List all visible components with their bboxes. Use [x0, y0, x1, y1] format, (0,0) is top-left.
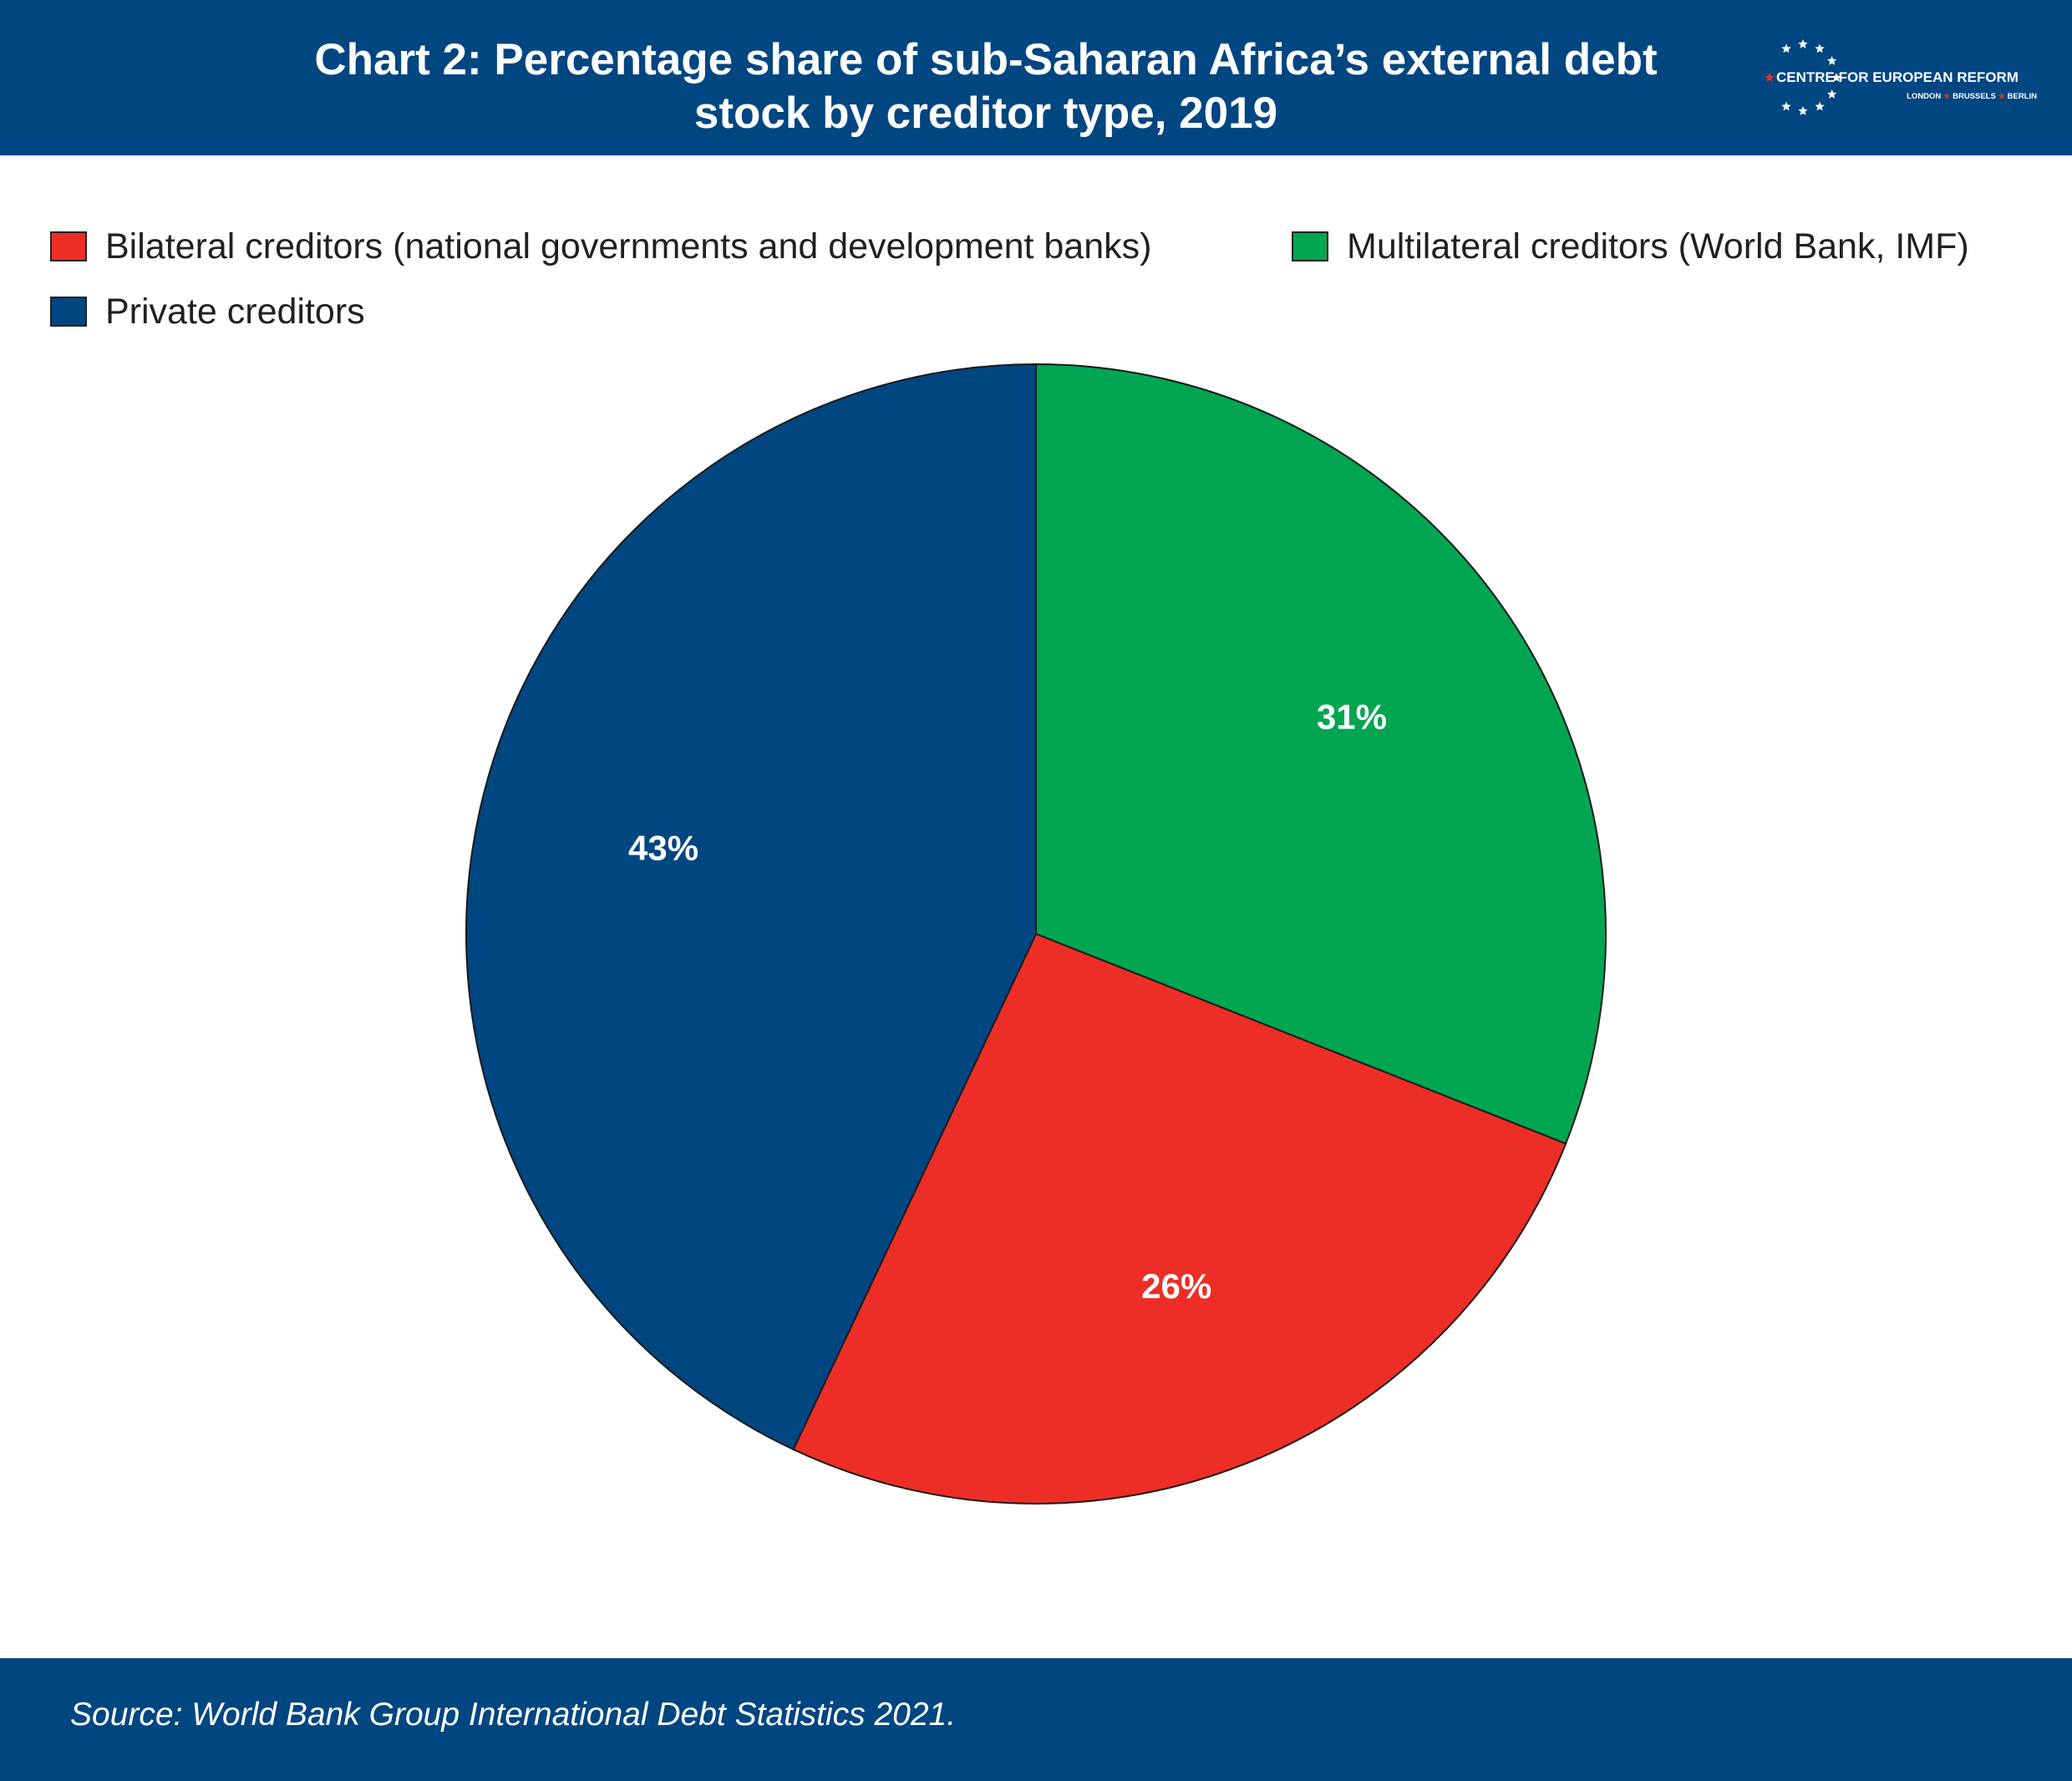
legend-swatch-private — [50, 297, 87, 327]
legend-label-private: Private creditors — [105, 291, 365, 332]
logo-star-icon — [1826, 56, 1837, 65]
legend-item-bilateral: Bilateral creditors (national government… — [50, 226, 1151, 267]
pie-label-2: 43% — [628, 828, 698, 867]
logo-star-icon — [1815, 101, 1825, 111]
footer-banner: Source: World Bank Group International D… — [0, 1658, 2072, 1781]
logo-star-icon — [1781, 101, 1791, 111]
chart-title: Chart 2: Percentage share of sub-Saharan… — [276, 33, 1696, 140]
cer-logo: CENTRE FOR EUROPEAN REFORM LONDON ★ BRUSS… — [1765, 39, 2037, 115]
pie-slice-2 — [465, 363, 1037, 1451]
logo-star-icon — [1798, 39, 1808, 48]
pie-slice-1 — [792, 932, 1567, 1504]
pie-label-0: 31% — [1317, 697, 1387, 736]
logo-star-icon — [1781, 43, 1791, 53]
logo-name: CENTRE FOR EUROPEAN REFORM — [1776, 69, 2019, 85]
logo-star-icon — [1815, 43, 1825, 53]
chart-title-line-2: stock by creditor type, 2019 — [693, 89, 1278, 138]
pie-chart: 31% 26% 43% — [465, 363, 1607, 1504]
logo-cities: LONDON ★ BRUSSELS ★ BERLIN — [1907, 92, 2037, 101]
chart-title-line-1: Chart 2: Percentage share of sub-Saharan… — [314, 35, 1658, 84]
source-note: Source: World Bank Group International D… — [70, 1697, 957, 1733]
legend-swatch-multilateral — [1292, 231, 1328, 261]
logo-star-icon — [1831, 73, 1841, 82]
logo-star-icon — [1765, 73, 1775, 82]
legend-item-private: Private creditors — [50, 291, 365, 332]
pie-slice-0 — [1035, 363, 1607, 1145]
legend-swatch-bilateral — [50, 231, 87, 261]
legend-label-multilateral: Multilateral creditors (World Bank, IMF) — [1347, 226, 1969, 266]
legend-item-multilateral: Multilateral creditors (World Bank, IMF) — [1292, 226, 1969, 267]
pie-label-1: 26% — [1141, 1266, 1211, 1306]
header-banner: Chart 2: Percentage share of sub-Saharan… — [0, 0, 2072, 155]
legend-label-bilateral: Bilateral creditors (national government… — [105, 226, 1152, 266]
logo-star-icon — [1798, 106, 1808, 115]
logo-star-icon — [1826, 89, 1837, 99]
